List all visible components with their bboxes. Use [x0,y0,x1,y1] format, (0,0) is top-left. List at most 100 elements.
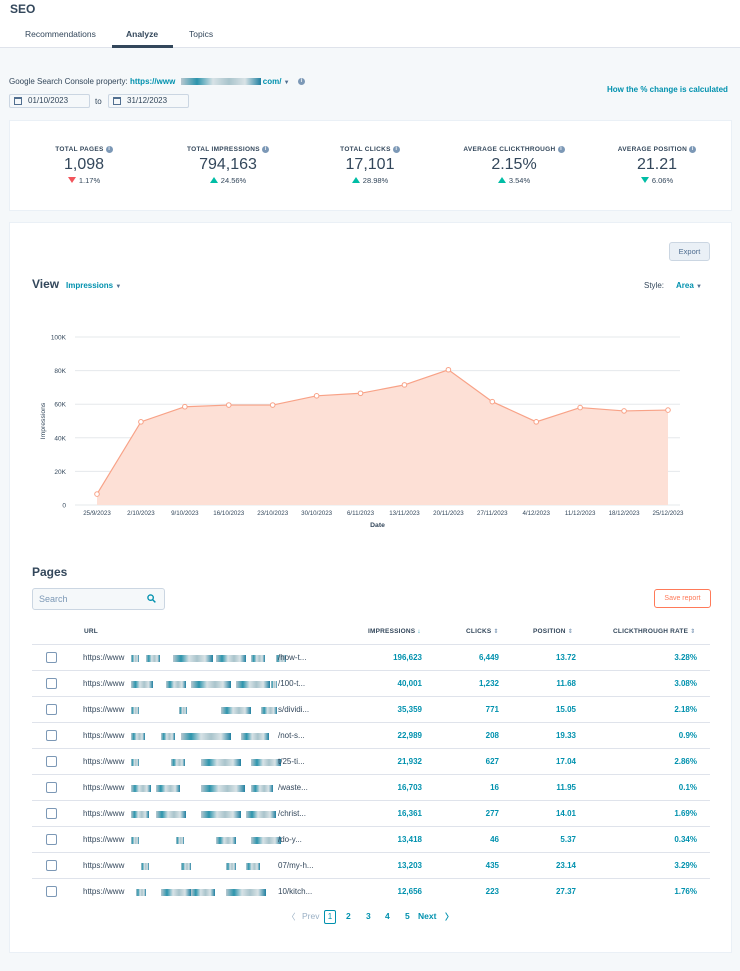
impressions-value[interactable]: 12,656 [397,887,422,896]
table-row[interactable]: https://www/do-y... 13,418 46 5.37 0.34% [32,826,710,852]
clicks-value[interactable]: 46 [490,835,499,844]
ctr-value[interactable]: 2.86% [674,757,697,766]
info-icon[interactable]: i [689,146,697,153]
page-url-tail[interactable]: /waste... [278,783,308,792]
clicks-value[interactable]: 435 [485,861,499,870]
page-url[interactable]: https://www [83,783,125,792]
ctr-value[interactable]: 3.28% [674,653,697,662]
page-button-4[interactable]: 4 [385,911,390,921]
clicks-value[interactable]: 6,449 [478,653,499,662]
column-header-clickthrough-rate[interactable]: CLICKTHROUGH RATE ⇕ [613,628,695,635]
next-chevron-icon[interactable]: 〉 [445,912,454,922]
info-icon[interactable]: i [557,146,565,153]
impressions-value[interactable]: 35,359 [397,705,422,714]
start-date-input[interactable]: 01/10/2023 [9,94,90,108]
clicks-value[interactable]: 1,232 [478,679,499,688]
chevron-down-icon[interactable]: ▼ [283,80,290,86]
position-value[interactable]: 11.68 [556,679,576,688]
row-checkbox[interactable] [46,834,57,845]
ctr-value[interactable]: 1.76% [674,887,697,896]
row-checkbox[interactable] [46,808,57,819]
tab-analyze[interactable]: Analyze [126,29,159,39]
position-value[interactable]: 27.37 [555,887,576,896]
ctr-value[interactable]: 0.34% [674,835,697,844]
search-input[interactable]: Search [32,588,165,610]
row-checkbox[interactable] [46,860,57,871]
table-row[interactable]: https://www 10/kitch... 12,656 223 27.37 1.76… [32,878,710,904]
chart-style-select[interactable]: Area ▼ [676,281,702,290]
ctr-value[interactable]: 1.69% [674,809,697,818]
clicks-value[interactable]: 208 [485,731,499,740]
row-checkbox[interactable] [46,678,57,689]
page-button-2[interactable]: 2 [346,911,351,921]
table-row[interactable]: https://www/waste... 16,703 16 11.95 0.1% [32,774,710,800]
page-url[interactable]: https://www [83,757,125,766]
table-row[interactable]: https://www 07/my-h... 13,203 435 23.14 3.29% [32,852,710,878]
impressions-value[interactable]: 13,418 [397,835,422,844]
clicks-value[interactable]: 627 [485,757,499,766]
table-row[interactable]: https://www t/25-ti... 21,932 627 17.04 2.86% [32,748,710,774]
tab-topics[interactable]: Topics [189,29,214,39]
clicks-value[interactable]: 223 [485,887,499,896]
impressions-value[interactable]: 21,932 [397,757,422,766]
position-value[interactable]: 13.72 [555,653,576,662]
row-checkbox[interactable] [46,756,57,767]
impressions-value[interactable]: 40,001 [397,679,422,688]
table-row[interactable]: https://www/christ... 16,361 277 14.01 1.69% [32,800,710,826]
page-url[interactable]: https://www [83,835,125,844]
column-header-impressions[interactable]: IMPRESSIONS ↓ [368,628,421,635]
row-checkbox[interactable] [46,730,57,741]
page-url-tail[interactable]: 07/my-h... [278,861,314,870]
search-icon[interactable] [147,594,156,603]
tab-recommendations[interactable]: Recommendations [25,29,96,39]
ctr-value[interactable]: 0.1% [678,783,697,792]
page-url-tail[interactable]: t/25-ti... [278,757,305,766]
position-value[interactable]: 14.01 [555,809,576,818]
row-checkbox[interactable] [46,704,57,715]
how-percent-change-link[interactable]: How the % change is calculated [607,85,728,94]
column-header-clicks[interactable]: CLICKS ⇕ [466,628,499,635]
ctr-value[interactable]: 3.29% [674,861,697,870]
page-url-tail[interactable]: /christ... [278,809,307,818]
info-icon[interactable]: i [392,146,400,153]
position-value[interactable]: 11.95 [556,783,576,792]
table-row[interactable]: https://www/100-t... 40,001 1,232 11.68 3.08… [32,670,710,696]
position-value[interactable]: 5.37 [560,835,576,844]
page-url-tail[interactable]: /100-t... [278,679,306,688]
row-checkbox[interactable] [46,652,57,663]
page-url-tail[interactable]: 10/kitch... [278,887,313,896]
row-checkbox[interactable] [46,782,57,793]
position-value[interactable]: 17.04 [555,757,576,766]
page-url-tail[interactable]: /do-y... [278,835,302,844]
page-button-1[interactable]: 1 [324,910,336,924]
export-button[interactable]: Export [669,242,710,261]
next-page-button[interactable]: Next [418,911,437,921]
page-url[interactable]: https://www [83,887,125,896]
page-url[interactable]: https://www [83,705,125,714]
column-header-url[interactable]: URL [84,628,98,635]
page-url[interactable]: https://www [83,679,125,688]
page-url[interactable]: https://www [83,731,125,740]
impressions-value[interactable]: 22,989 [397,731,422,740]
impressions-value[interactable]: 196,623 [393,653,422,662]
table-row[interactable]: https://www s/dividi... 35,359 771 15.05 2.18… [32,696,710,722]
impressions-value[interactable]: 16,703 [397,783,422,792]
position-value[interactable]: 23.14 [555,861,576,870]
clicks-value[interactable]: 277 [485,809,499,818]
clicks-value[interactable]: 771 [485,705,499,714]
page-url[interactable]: https://www [83,809,125,818]
page-button-5[interactable]: 5 [405,911,410,921]
ctr-value[interactable]: 2.18% [674,705,697,714]
info-icon[interactable]: i [297,78,305,86]
impressions-value[interactable]: 16,361 [397,809,422,818]
view-metric-select[interactable]: Impressions ▼ [66,281,121,290]
page-url[interactable]: https://www [83,653,125,662]
column-header-position[interactable]: POSITION ⇕ [533,628,573,635]
page-url-tail[interactable]: s/dividi... [278,705,310,714]
position-value[interactable]: 15.05 [555,705,576,714]
info-icon[interactable]: i [262,146,270,153]
gsc-property-link[interactable]: https://www com/ [130,77,284,86]
page-url-tail[interactable]: /not-s... [278,731,305,740]
clicks-value[interactable]: 16 [490,783,499,792]
page-url[interactable]: https://www [83,861,125,870]
